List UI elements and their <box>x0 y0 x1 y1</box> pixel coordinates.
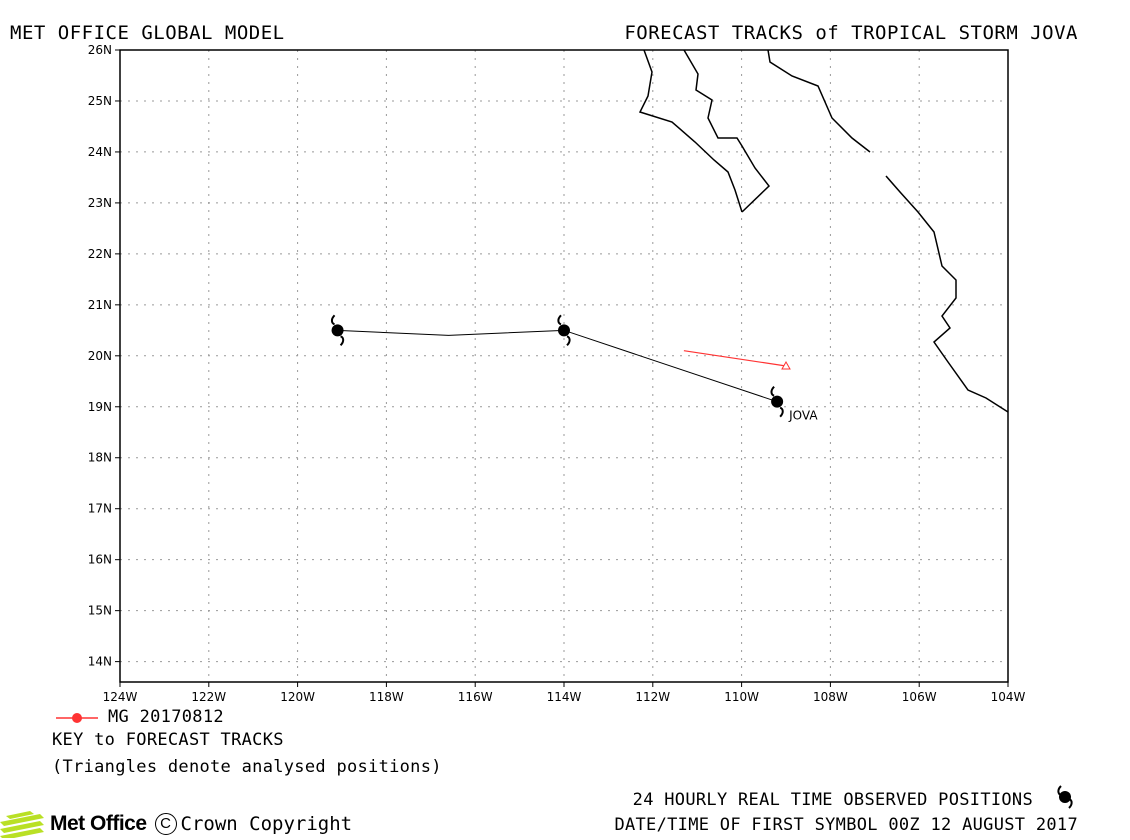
cyclone-position-icon <box>770 385 784 418</box>
lon-tick-label: 112W <box>635 690 670 704</box>
key-note: (Triangles denote analysed positions) <box>52 757 442 777</box>
chart-title: FORECAST TRACKS of TROPICAL STORM JOVA <box>624 22 1078 44</box>
cyclone-arm-bottom <box>339 335 345 347</box>
met-office-logo-icon <box>0 811 44 838</box>
lon-tick-label: 104W <box>991 690 1026 704</box>
met-office-wordmark: Met Office <box>50 812 147 835</box>
forecast-key-marker <box>56 713 98 723</box>
lat-tick-label: 19N <box>88 400 112 414</box>
key-model-run: MG 20170812 <box>52 707 224 727</box>
first-symbol-date: DATE/TIME OF FIRST SYMBOL 00Z 12 AUGUST … <box>614 815 1078 835</box>
lon-tick-label: 120W <box>280 690 315 704</box>
lon-tick-label: 114W <box>547 690 582 704</box>
lat-tick-label: 25N <box>88 94 112 108</box>
lat-tick-label: 20N <box>88 349 112 363</box>
cyclone-position-icon <box>330 314 345 347</box>
lat-tick-label: 26N <box>88 43 112 57</box>
observed-track-line <box>337 329 778 403</box>
met-office-logo: Met Office C Crown Copyright <box>0 808 352 840</box>
cyclone-position-icon <box>557 314 571 347</box>
observed-track <box>330 314 784 418</box>
lon-tick-label: 116W <box>458 690 493 704</box>
map-gridlines <box>120 50 1008 682</box>
lon-tick-label: 118W <box>369 690 404 704</box>
forecast-track <box>683 350 791 370</box>
mainland-coast-north <box>767 49 871 153</box>
cyclone-symbol-icon <box>1057 785 1073 809</box>
copyright-notice: C Crown Copyright <box>154 813 353 835</box>
cyclone-eye <box>331 324 344 337</box>
lat-tick-label: 21N <box>88 298 112 312</box>
copyright-text: Crown Copyright <box>180 813 353 835</box>
lat-tick-label: 17N <box>88 502 112 516</box>
lon-tick-label: 122W <box>191 690 226 704</box>
lat-tick-label: 16N <box>88 553 112 567</box>
lat-tick-label: 22N <box>88 247 112 261</box>
lat-tick-label: 24N <box>88 145 112 159</box>
lat-tick-label: 23N <box>88 196 112 210</box>
cyclone-arm-bottom <box>779 406 784 418</box>
cyclone-arm-top <box>770 385 775 397</box>
cyclone-arm-top <box>330 314 336 326</box>
analysed-position-triangle <box>781 360 791 370</box>
lon-tick-label: 106W <box>902 690 937 704</box>
lon-tick-label: 108W <box>813 690 848 704</box>
key-model-run-text: MG 20170812 <box>108 707 224 727</box>
forecast-track-line <box>683 350 787 367</box>
model-title: MET OFFICE GLOBAL MODEL <box>10 22 285 44</box>
cyclone-eye <box>558 324 570 337</box>
coastline <box>638 49 1009 413</box>
lon-tick-label: 110W <box>724 690 759 704</box>
cyclone-arm-top <box>557 314 562 326</box>
copyright-symbol: C <box>154 813 177 835</box>
lat-tick-label: 14N <box>88 655 112 669</box>
storm-name-label: JOVA <box>788 409 818 423</box>
lat-tick-label: 18N <box>88 451 112 465</box>
baja-east-coast <box>683 49 771 213</box>
baja-west-coast <box>638 49 743 213</box>
lon-tick-label: 124W <box>103 690 138 704</box>
lat-tick-label: 15N <box>88 604 112 618</box>
cyclone-arm-bottom <box>566 335 571 347</box>
observed-positions-note: 24 HOURLY REAL TIME OBSERVED POSITIONS <box>632 790 1033 810</box>
key-title: KEY to FORECAST TRACKS <box>52 730 284 750</box>
mainland-coast-south <box>885 175 1009 413</box>
axis-tick-labels: 124W 122W 120W 118W 116W 114W 112W 110W 108W 106W… <box>88 43 1026 704</box>
cyclone-eye <box>771 395 784 408</box>
